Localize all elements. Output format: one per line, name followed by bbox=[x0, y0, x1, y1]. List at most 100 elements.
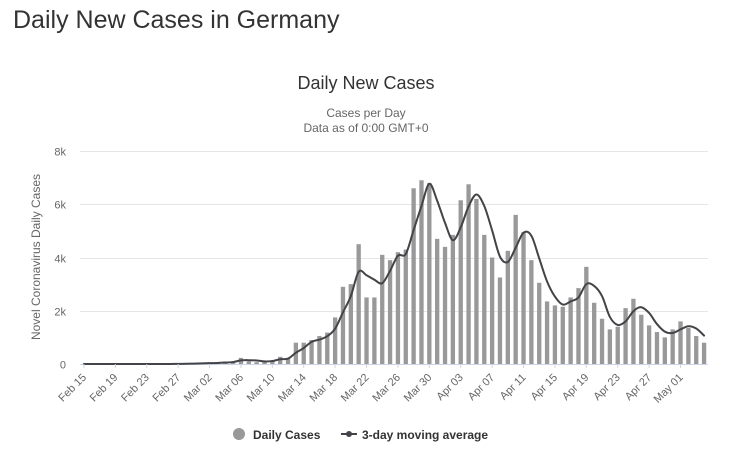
daily-cases-bar[interactable] bbox=[544, 301, 550, 364]
chart-subtitle-line-1: Cases per Day bbox=[326, 106, 405, 120]
daily-cases-bar[interactable] bbox=[694, 336, 699, 364]
legend-moving-average-marker bbox=[346, 431, 352, 437]
daily-cases-bar[interactable] bbox=[513, 214, 518, 364]
daily-cases-bar[interactable] bbox=[631, 298, 636, 364]
daily-cases-bar[interactable] bbox=[309, 340, 314, 364]
daily-cases-bar[interactable] bbox=[427, 182, 432, 364]
x-tick-label: Mar 18 bbox=[308, 372, 341, 405]
x-tick-label: Mar 14 bbox=[276, 372, 309, 405]
x-tick-label: Mar 30 bbox=[402, 372, 435, 405]
moving-average-line-group bbox=[82, 182, 706, 366]
daily-cases-bar[interactable] bbox=[246, 361, 251, 364]
daily-cases-bar[interactable] bbox=[442, 246, 448, 364]
daily-cases-bar[interactable] bbox=[592, 302, 597, 364]
daily-cases-bar[interactable] bbox=[435, 238, 440, 364]
daily-cases-bar[interactable] bbox=[552, 305, 558, 364]
daily-cases-bar[interactable] bbox=[372, 297, 377, 364]
legend-daily-cases-label: Daily Cases bbox=[253, 428, 321, 442]
daily-cases-bar[interactable] bbox=[568, 297, 573, 364]
daily-cases-bar[interactable] bbox=[701, 342, 707, 364]
y-tick-label: 0 bbox=[60, 360, 66, 372]
x-tick-label: Apr 07 bbox=[466, 372, 497, 403]
daily-cases-bar[interactable] bbox=[270, 360, 275, 364]
daily-cases-bar[interactable] bbox=[537, 282, 542, 364]
y-tick-label: 8k bbox=[54, 147, 66, 159]
x-tick-label: Feb 15 bbox=[56, 372, 89, 405]
daily-cases-bar[interactable] bbox=[662, 337, 667, 364]
daily-cases-bar[interactable] bbox=[340, 286, 346, 364]
legend-moving-average-label: 3-day moving average bbox=[362, 428, 488, 442]
daily-cases-bar[interactable] bbox=[325, 332, 330, 364]
x-tick-label: Apr 23 bbox=[591, 372, 622, 403]
daily-cases-bar[interactable] bbox=[332, 317, 338, 364]
chart-subtitle-line-2: Data as of 0:00 GMT+0 bbox=[303, 121, 428, 135]
daily-cases-bar[interactable] bbox=[278, 356, 283, 364]
daily-cases-bar[interactable] bbox=[450, 234, 456, 364]
x-tick-label: Feb 19 bbox=[88, 372, 121, 405]
daily-cases-bar[interactable] bbox=[678, 321, 683, 364]
x-tick-label: Feb 23 bbox=[119, 372, 152, 405]
x-tick-label: Apr 19 bbox=[560, 372, 591, 403]
y-tick-label: 4k bbox=[54, 254, 66, 266]
daily-cases-bar[interactable] bbox=[466, 184, 471, 364]
moving-average-line[interactable] bbox=[82, 182, 706, 366]
daily-cases-bar[interactable] bbox=[686, 328, 691, 364]
x-tick-label: Mar 22 bbox=[339, 372, 372, 405]
legend-item-daily-cases[interactable]: Daily Cases bbox=[233, 428, 321, 442]
daily-cases-bar[interactable] bbox=[348, 284, 353, 364]
daily-cases-bar[interactable] bbox=[395, 252, 401, 364]
daily-cases-bar[interactable] bbox=[364, 297, 369, 364]
y-axis-title: Novel Coronavirus Daily Cases bbox=[29, 174, 43, 340]
daily-cases-bar[interactable] bbox=[419, 180, 424, 364]
daily-cases-bar[interactable] bbox=[615, 326, 620, 364]
y-tick-label: 6k bbox=[54, 200, 66, 212]
daily-cases-bar[interactable] bbox=[529, 260, 534, 364]
x-tick-label: Apr 11 bbox=[498, 372, 529, 403]
legend-daily-cases-marker bbox=[233, 428, 245, 440]
daily-cases-bar[interactable] bbox=[670, 329, 675, 364]
daily-cases-bar[interactable] bbox=[607, 329, 613, 364]
daily-cases-bar[interactable] bbox=[458, 200, 463, 364]
daily-cases-bar[interactable] bbox=[285, 358, 291, 364]
daily-cases-bar[interactable] bbox=[474, 198, 479, 364]
daily-cases-bar[interactable] bbox=[654, 332, 660, 364]
x-tick-label: May 01 bbox=[652, 372, 686, 406]
legend-item-moving-average[interactable]: 3-day moving average bbox=[341, 428, 488, 442]
daily-cases-bar[interactable] bbox=[301, 342, 306, 364]
daily-cases-bar[interactable] bbox=[497, 277, 503, 364]
daily-cases-bar[interactable] bbox=[646, 325, 652, 364]
page-title: Daily New Cases in Germany bbox=[13, 6, 340, 34]
daily-cases-bar[interactable] bbox=[356, 244, 361, 364]
x-tick-label: Apr 15 bbox=[529, 372, 560, 403]
daily-cases-bar[interactable] bbox=[482, 234, 487, 364]
daily-cases-bar[interactable] bbox=[560, 306, 565, 364]
x-tick-label: Mar 06 bbox=[213, 372, 246, 405]
x-tick-label: Feb 27 bbox=[151, 372, 184, 405]
daily-cases-bar[interactable] bbox=[489, 257, 495, 365]
daily-cases-bar[interactable] bbox=[411, 188, 416, 364]
daily-cases-bar[interactable] bbox=[403, 249, 408, 364]
daily-cases-bar[interactable] bbox=[380, 254, 385, 364]
grid-lines bbox=[80, 151, 708, 365]
daily-cases-bar[interactable] bbox=[505, 250, 510, 364]
daily-cases-bar[interactable] bbox=[576, 288, 581, 364]
x-tick-label: Mar 02 bbox=[182, 372, 215, 405]
daily-cases-bar[interactable] bbox=[623, 308, 628, 364]
y-tick-label: 2k bbox=[54, 307, 66, 319]
daily-cases-bar[interactable] bbox=[639, 314, 644, 364]
legend: Daily Cases 3-day moving average bbox=[233, 428, 488, 442]
chart-title: Daily New Cases bbox=[297, 73, 434, 93]
daily-cases-bar[interactable] bbox=[521, 232, 526, 364]
daily-cases-bar[interactable] bbox=[584, 266, 589, 364]
x-tick-label: Mar 10 bbox=[245, 372, 278, 405]
daily-cases-bar[interactable] bbox=[387, 260, 393, 364]
daily-cases-bar[interactable] bbox=[317, 336, 322, 364]
x-tick-label: Mar 26 bbox=[370, 372, 403, 405]
y-axis-ticks: 0 2k 4k 6k 8k bbox=[54, 147, 66, 372]
daily-cases-bar[interactable] bbox=[254, 362, 259, 364]
x-tick-label: Apr 03 bbox=[434, 372, 465, 403]
x-tick-label: Apr 27 bbox=[623, 372, 654, 403]
daily-cases-bar[interactable] bbox=[599, 318, 605, 364]
